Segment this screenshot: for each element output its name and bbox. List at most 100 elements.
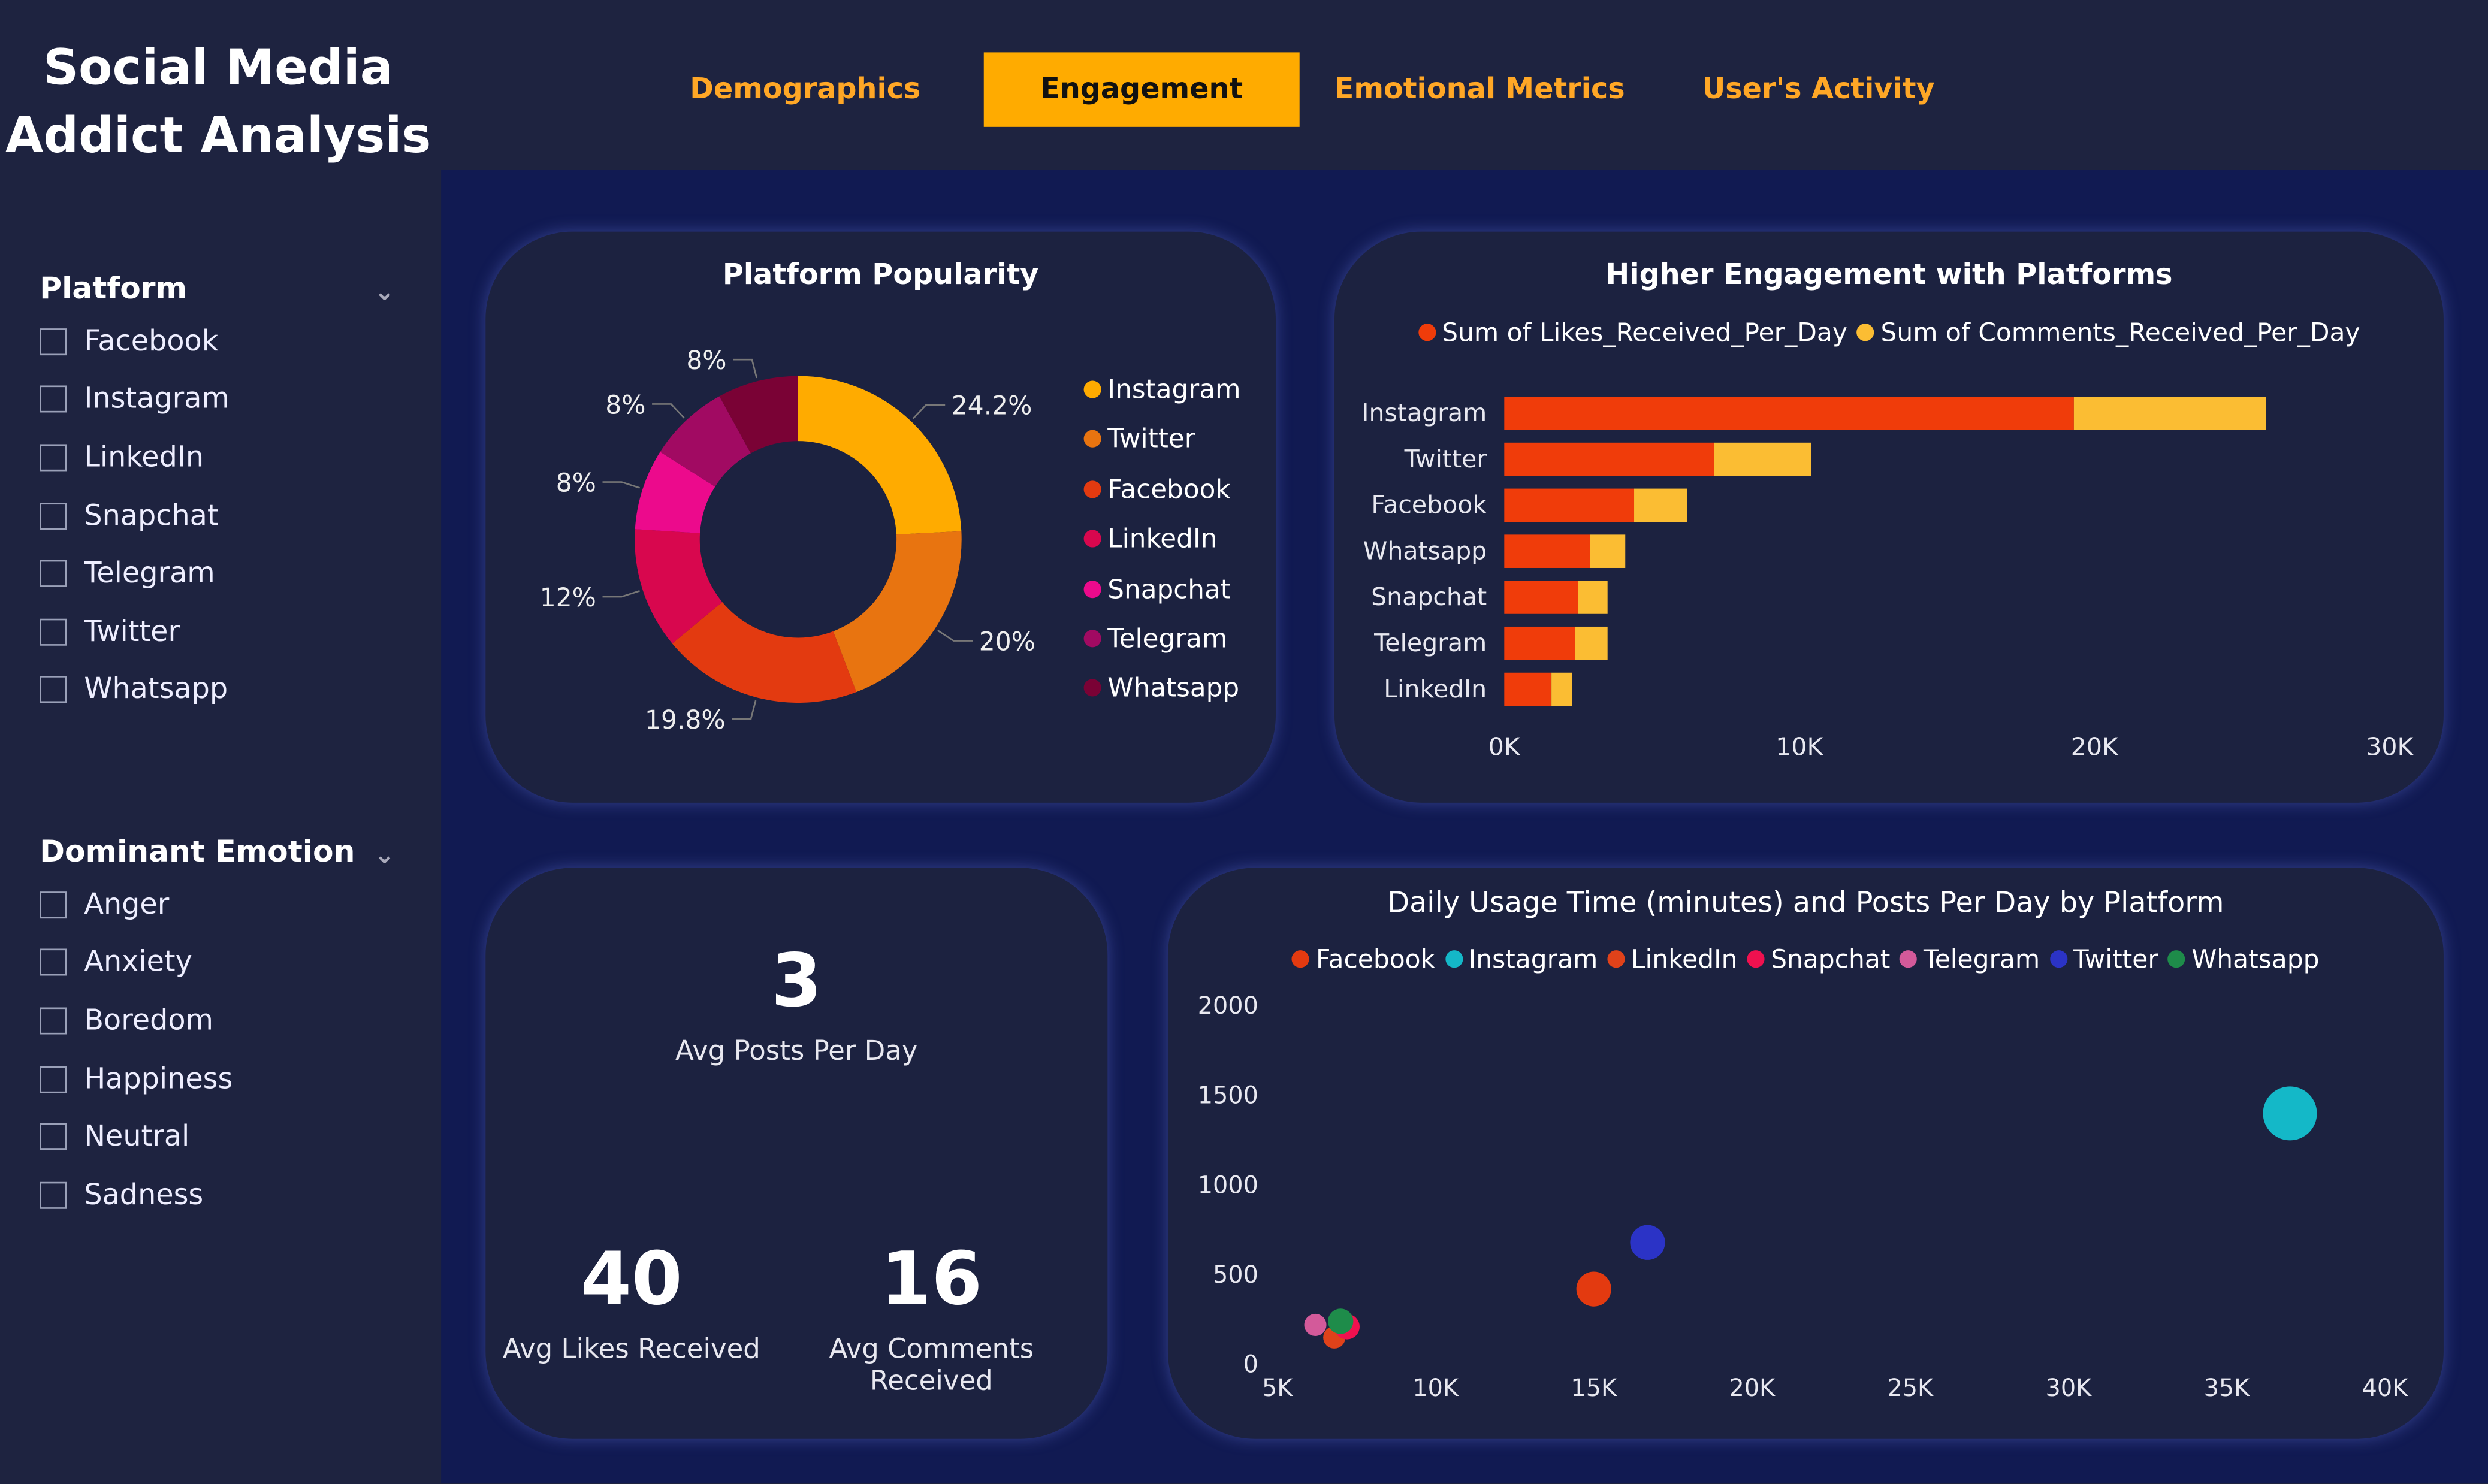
bar-snapchat-sum-of-likes-received-per-day[interactable] bbox=[1504, 581, 1578, 614]
legend-item-twitter[interactable]: Twitter bbox=[1083, 424, 1195, 454]
chart-title: Platform Popularity bbox=[722, 258, 1039, 292]
donut-slice-facebook[interactable] bbox=[672, 602, 857, 703]
scatter-point-whatsapp[interactable] bbox=[1328, 1308, 1354, 1334]
checkbox[interactable] bbox=[40, 1181, 67, 1209]
slicer-option-happiness[interactable]: Happiness bbox=[40, 1050, 404, 1108]
emotion-slicer-header[interactable]: Dominant Emotion ⌄ bbox=[40, 828, 404, 875]
legend-item-instagram[interactable]: Instagram bbox=[1083, 374, 1241, 404]
legend-item-sum-of-likes-received-per-day[interactable]: Sum of Likes_Received_Per_Day bbox=[1418, 318, 1847, 347]
leader-line bbox=[912, 404, 946, 419]
slicer-option-anxiety[interactable]: Anxiety bbox=[40, 934, 404, 992]
tab-engagement[interactable]: Engagement bbox=[983, 52, 1300, 127]
legend-item-twitter[interactable]: Twitter bbox=[2049, 944, 2158, 974]
legend-label: Snapchat bbox=[1107, 573, 1231, 604]
checkbox[interactable] bbox=[40, 891, 67, 918]
bar-whatsapp-sum-of-likes-received-per-day[interactable] bbox=[1504, 534, 1590, 568]
legend-item-whatsapp[interactable]: Whatsapp bbox=[2167, 944, 2320, 974]
chevron-down-icon[interactable]: ⌄ bbox=[373, 276, 395, 307]
legend-item-telegram[interactable]: Telegram bbox=[1083, 624, 1228, 654]
bar-instagram-sum-of-likes-received-per-day[interactable] bbox=[1504, 397, 2074, 430]
bar-facebook-sum-of-likes-received-per-day[interactable] bbox=[1504, 488, 1635, 522]
legend-item-whatsapp[interactable]: Whatsapp bbox=[1083, 673, 1239, 703]
donut-slice-snapchat[interactable] bbox=[635, 452, 715, 534]
chevron-down-icon[interactable]: ⌄ bbox=[373, 839, 395, 870]
slicer-option-telegram[interactable]: Telegram bbox=[40, 545, 404, 603]
slicer-option-facebook[interactable]: Facebook bbox=[40, 313, 404, 371]
bar-linkedin-sum-of-comments-received-per-day[interactable] bbox=[1551, 672, 1572, 706]
scatter-point-instagram[interactable] bbox=[2263, 1086, 2317, 1141]
legend-dot bbox=[1747, 950, 1765, 968]
category-label: Telegram bbox=[1373, 628, 1487, 657]
option-label: Anxiety bbox=[84, 946, 192, 980]
scatter-point-twitter[interactable] bbox=[1630, 1225, 1665, 1260]
slicer-option-linkedin[interactable]: LinkedIn bbox=[40, 428, 404, 486]
platform-slicer-header[interactable]: Platform ⌄ bbox=[40, 265, 404, 312]
slicer-option-snapchat[interactable]: Snapchat bbox=[40, 486, 404, 545]
legend-label: Instagram bbox=[1468, 944, 1598, 974]
scatter-point-telegram[interactable] bbox=[1304, 1313, 1327, 1336]
bar-twitter-sum-of-likes-received-per-day[interactable] bbox=[1504, 442, 1714, 476]
checkbox[interactable] bbox=[40, 618, 67, 646]
checkbox[interactable] bbox=[40, 1123, 67, 1151]
checkbox[interactable] bbox=[40, 1007, 67, 1035]
donut-slice-whatsapp[interactable] bbox=[719, 376, 798, 454]
checkbox[interactable] bbox=[40, 676, 67, 704]
category-label: Snapchat bbox=[1371, 582, 1487, 611]
checkbox[interactable] bbox=[40, 1065, 67, 1093]
legend-item-snapchat[interactable]: Snapchat bbox=[1747, 944, 1890, 974]
bar-linkedin-sum-of-likes-received-per-day[interactable] bbox=[1504, 672, 1552, 706]
slicer-option-anger[interactable]: Anger bbox=[40, 876, 404, 934]
slicer-option-twitter[interactable]: Twitter bbox=[40, 603, 404, 661]
checkbox[interactable] bbox=[40, 444, 67, 472]
bar-snapchat-sum-of-comments-received-per-day[interactable] bbox=[1578, 581, 1608, 614]
legend-dot bbox=[1083, 679, 1101, 697]
avg-likes-label: Avg Likes Received bbox=[502, 1334, 760, 1366]
checkbox[interactable] bbox=[40, 502, 67, 530]
bar-telegram-sum-of-comments-received-per-day[interactable] bbox=[1575, 626, 1608, 660]
bar-whatsapp-sum-of-comments-received-per-day[interactable] bbox=[1590, 534, 1626, 568]
bar-chart: Instagram Twitter Facebook Whatsapp Snapchat… bbox=[1361, 397, 2414, 761]
scatter-legend: Facebook Instagram LinkedIn Snapchat Telegra… bbox=[1168, 944, 2444, 974]
legend-item-facebook[interactable]: Facebook bbox=[1083, 474, 1231, 504]
legend-item-facebook[interactable]: Facebook bbox=[1292, 944, 1435, 974]
scatter-point-facebook[interactable] bbox=[1576, 1271, 1611, 1307]
option-label: LinkedIn bbox=[84, 441, 204, 474]
donut-data-label: 8% bbox=[605, 390, 645, 419]
x-tick-label: 25K bbox=[1888, 1374, 1934, 1402]
category-label: LinkedIn bbox=[1384, 675, 1487, 703]
legend-dot bbox=[1607, 950, 1625, 968]
slicer-option-neutral[interactable]: Neutral bbox=[40, 1108, 404, 1166]
bar-facebook-sum-of-comments-received-per-day[interactable] bbox=[1634, 488, 1687, 522]
donut-slice-linkedin[interactable] bbox=[635, 529, 723, 644]
slicer-option-instagram[interactable]: Instagram bbox=[40, 371, 404, 429]
slicer-option-whatsapp[interactable]: Whatsapp bbox=[40, 661, 404, 719]
bar-telegram-sum-of-likes-received-per-day[interactable] bbox=[1504, 626, 1575, 660]
bar-instagram-sum-of-comments-received-per-day[interactable] bbox=[2073, 397, 2266, 430]
platform-slicer: Platform ⌄ Facebook Instagram LinkedIn S… bbox=[40, 265, 404, 719]
checkbox[interactable] bbox=[40, 949, 67, 977]
donut-slice-instagram[interactable] bbox=[798, 376, 962, 535]
donut-slice-telegram[interactable] bbox=[660, 396, 751, 487]
tab-users-activity[interactable]: User's Activity bbox=[1702, 72, 1935, 107]
slicer-option-sadness[interactable]: Sadness bbox=[40, 1166, 404, 1224]
legend-item-sum-of-comments-received-per-day[interactable]: Sum of Comments_Received_Per_Day bbox=[1856, 318, 2360, 347]
bar-twitter-sum-of-comments-received-per-day[interactable] bbox=[1713, 442, 1811, 476]
legend-item-linkedin[interactable]: LinkedIn bbox=[1083, 524, 1218, 554]
avg-comments-value: 16 bbox=[880, 1235, 983, 1322]
tab-emotional-metrics[interactable]: Emotional Metrics bbox=[1334, 72, 1625, 107]
checkbox[interactable] bbox=[40, 560, 67, 588]
legend-item-snapchat[interactable]: Snapchat bbox=[1083, 573, 1231, 604]
legend-label: LinkedIn bbox=[1107, 524, 1218, 554]
checkbox[interactable] bbox=[40, 328, 67, 355]
tab-demographics[interactable]: Demographics bbox=[690, 72, 921, 107]
legend-item-linkedin[interactable]: LinkedIn bbox=[1607, 944, 1737, 974]
category-label: Whatsapp bbox=[1363, 536, 1487, 565]
legend-label: LinkedIn bbox=[1631, 944, 1738, 974]
category-label: Instagram bbox=[1361, 398, 1487, 427]
checkbox[interactable] bbox=[40, 386, 67, 413]
slicer-option-boredom[interactable]: Boredom bbox=[40, 992, 404, 1050]
option-label: Neutral bbox=[84, 1120, 190, 1154]
donut-slice-twitter[interactable] bbox=[833, 531, 962, 693]
legend-item-telegram[interactable]: Telegram bbox=[1900, 944, 2040, 974]
legend-item-instagram[interactable]: Instagram bbox=[1445, 944, 1598, 974]
